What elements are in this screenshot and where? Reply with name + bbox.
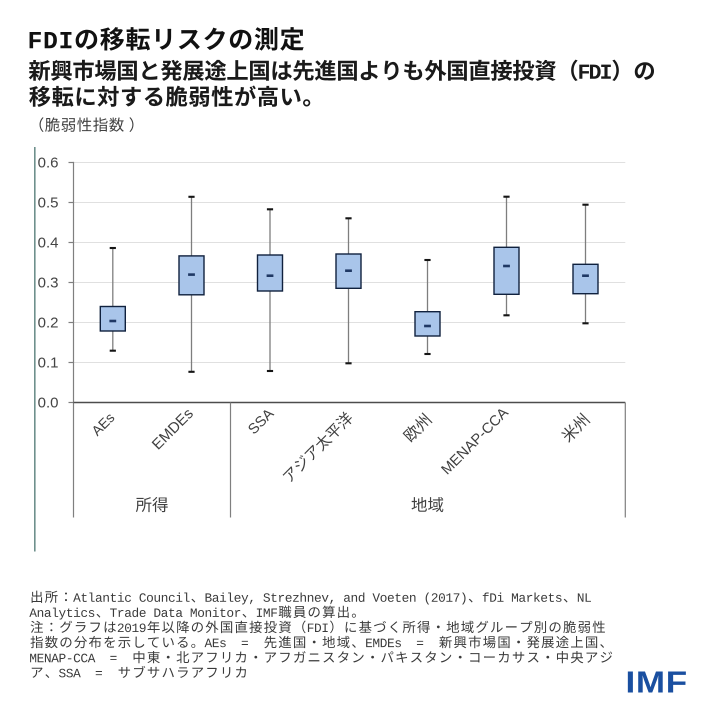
svg-text:0.4: 0.4 bbox=[38, 235, 59, 252]
svg-text:0.1: 0.1 bbox=[38, 355, 59, 372]
svg-text:SSA: SSA bbox=[245, 406, 277, 438]
svg-text:0.5: 0.5 bbox=[38, 195, 59, 212]
svg-text:0.3: 0.3 bbox=[38, 275, 59, 292]
svg-text:EMDEs: EMDEs bbox=[149, 405, 197, 453]
svg-text:AEs: AEs bbox=[88, 409, 117, 438]
svg-text:0.0: 0.0 bbox=[38, 395, 59, 412]
svg-text:0.2: 0.2 bbox=[38, 315, 59, 332]
svg-text:MENAP-CCA: MENAP-CCA bbox=[439, 405, 512, 478]
svg-text:0.6: 0.6 bbox=[38, 155, 59, 172]
svg-text:IMF: IMF bbox=[626, 665, 688, 700]
